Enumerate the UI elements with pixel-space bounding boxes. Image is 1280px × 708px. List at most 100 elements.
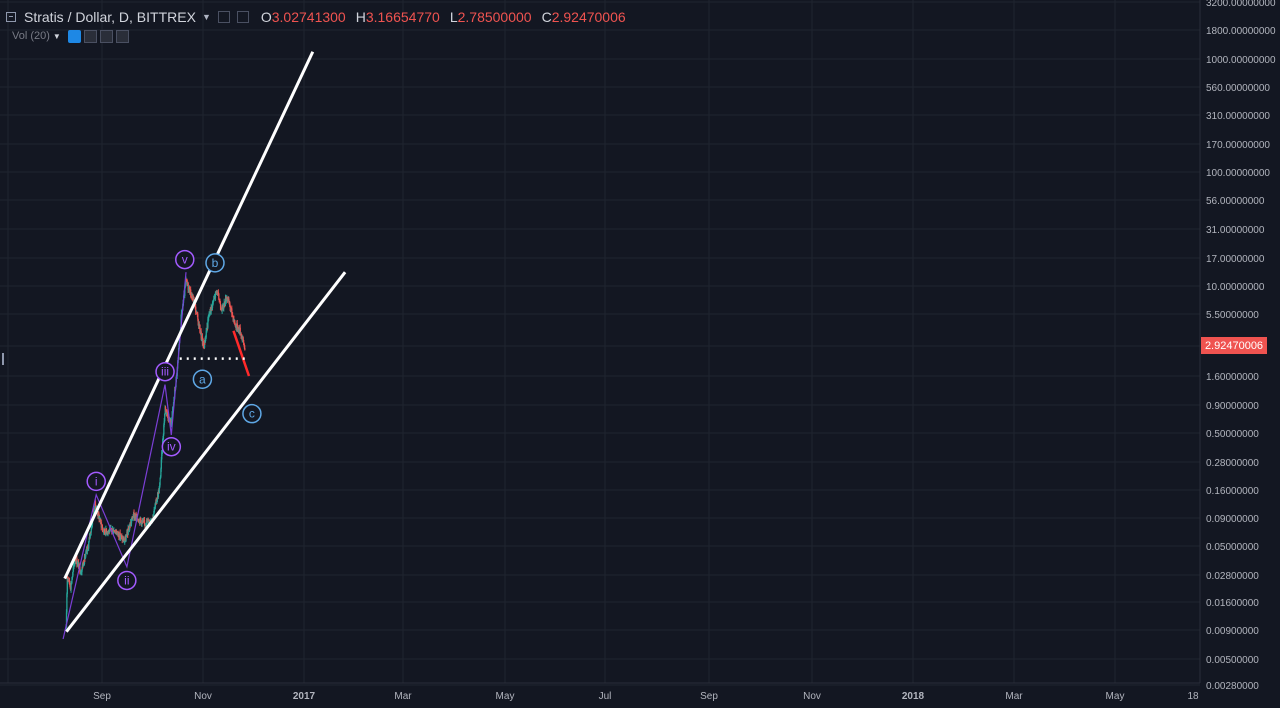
candle-body bbox=[190, 289, 192, 296]
candle-body bbox=[213, 297, 215, 299]
drag-handle-icon[interactable] bbox=[2, 353, 4, 365]
price-axis-tick-label: 0.00500000 bbox=[1206, 655, 1259, 666]
candle-body bbox=[208, 314, 210, 318]
wave-label-c-circle[interactable] bbox=[242, 403, 262, 424]
candle-body bbox=[107, 531, 110, 533]
price-axis-tick-label: 0.00900000 bbox=[1206, 626, 1259, 637]
wave-label-v[interactable]: v bbox=[182, 253, 188, 267]
candle-body bbox=[162, 439, 164, 442]
price-axis-tick-label: 310.00000000 bbox=[1206, 111, 1270, 122]
price-axis-tick-label: 3200.00000000 bbox=[1206, 0, 1276, 9]
candle-body bbox=[188, 287, 191, 293]
candle-body bbox=[195, 306, 197, 313]
time-axis-tick-label: 18 bbox=[1187, 691, 1199, 702]
candle-body bbox=[79, 566, 81, 573]
wave-label-ii[interactable]: ii bbox=[124, 573, 129, 587]
candle-body bbox=[171, 417, 173, 424]
price-axis-tick-label: 0.90000000 bbox=[1206, 401, 1259, 412]
candle-body bbox=[67, 577, 69, 580]
ohlc-low: L2.78500000 bbox=[449, 9, 532, 25]
price-axis-tick-label: 170.00000000 bbox=[1206, 140, 1270, 151]
candle-body bbox=[232, 314, 234, 316]
candle-body bbox=[85, 552, 87, 557]
candle-body bbox=[164, 406, 167, 411]
candle-body bbox=[66, 576, 68, 595]
price-axis-tick-label: 0.05000000 bbox=[1206, 542, 1259, 553]
wave-label-b-circle[interactable] bbox=[205, 253, 225, 273]
wave-label-ii-circle[interactable] bbox=[117, 570, 137, 591]
candle-body bbox=[203, 348, 205, 350]
settings-icon[interactable] bbox=[83, 29, 97, 43]
wave-label-iii-circle[interactable] bbox=[155, 361, 175, 382]
candle-body bbox=[184, 287, 186, 296]
wave-label-iv-circle[interactable] bbox=[161, 436, 182, 457]
wave-label-i-circle[interactable] bbox=[86, 471, 106, 492]
candle-body bbox=[143, 520, 146, 523]
candle-body bbox=[138, 520, 140, 523]
candle-body bbox=[90, 528, 92, 533]
eye-icon[interactable] bbox=[67, 29, 81, 43]
close-icon[interactable] bbox=[115, 29, 129, 43]
settings-icon[interactable] bbox=[236, 11, 249, 23]
candle-body bbox=[118, 533, 120, 538]
candle-body bbox=[71, 576, 73, 580]
time-axis-tick-label: 2018 bbox=[902, 691, 925, 702]
candle-body bbox=[140, 520, 142, 522]
candle-body bbox=[88, 538, 90, 543]
upper-channel-trendline[interactable] bbox=[63, 51, 315, 580]
candle-body bbox=[111, 529, 113, 532]
candle-body bbox=[207, 318, 209, 328]
wave-label-b[interactable]: b bbox=[212, 256, 219, 270]
red-projection-trendline[interactable] bbox=[232, 330, 251, 377]
wave-label-v-circle[interactable] bbox=[175, 249, 195, 270]
volume-label[interactable]: Vol (20) bbox=[12, 30, 50, 42]
chevron-down-icon[interactable]: ▼ bbox=[52, 31, 61, 41]
symbol-title[interactable]: Stratis / Dollar, D, BITTREX bbox=[24, 9, 196, 25]
candle-body bbox=[153, 513, 155, 517]
wave-label-a[interactable]: a bbox=[199, 372, 206, 386]
time-axis-tick-label: Nov bbox=[194, 691, 212, 702]
wave-label-i[interactable]: i bbox=[95, 474, 98, 488]
candle-body bbox=[218, 293, 220, 300]
candle-body bbox=[104, 528, 106, 532]
elliott-wave-path[interactable] bbox=[62, 272, 187, 640]
price-axis-tick-label: 0.01600000 bbox=[1206, 598, 1259, 609]
collapse-icon[interactable] bbox=[6, 12, 16, 22]
candle-body bbox=[212, 301, 215, 303]
candle-body bbox=[243, 339, 245, 344]
add-icon[interactable] bbox=[99, 29, 113, 43]
candle-body bbox=[231, 308, 233, 314]
chevron-down-icon[interactable]: ▼ bbox=[201, 12, 211, 22]
ohlc-high: H3.16654770 bbox=[355, 9, 440, 25]
wave-label-iii[interactable]: iii bbox=[161, 365, 169, 379]
symbol-legend[interactable]: Stratis / Dollar, D, BITTREX ▼ O3.027413… bbox=[6, 7, 626, 27]
wave-label-c[interactable]: c bbox=[249, 407, 255, 421]
candle-body bbox=[70, 583, 72, 590]
price-axis-tick-label: 0.50000000 bbox=[1206, 429, 1259, 440]
wave-label-a-circle[interactable] bbox=[192, 369, 213, 390]
format-icon[interactable] bbox=[217, 11, 230, 23]
price-axis-tick-label: 0.00280000 bbox=[1206, 681, 1259, 692]
wave-label-iv[interactable]: iv bbox=[167, 440, 176, 454]
candle-body bbox=[244, 348, 246, 351]
candle-body bbox=[196, 311, 198, 314]
candle-body bbox=[159, 478, 161, 486]
lower-channel-trendline[interactable] bbox=[65, 271, 347, 633]
price-axis-tick-label: 5.50000000 bbox=[1206, 310, 1259, 321]
candle-body bbox=[241, 335, 243, 340]
time-axis-tick-label: Mar bbox=[394, 691, 412, 702]
time-axis-tick-label: Jul bbox=[599, 691, 612, 702]
time-axis-tick-label: Mar bbox=[1005, 691, 1023, 702]
ohlc-close: C2.92470006 bbox=[541, 9, 626, 25]
candle-body bbox=[123, 538, 125, 542]
time-axis-tick-label: Sep bbox=[93, 691, 111, 702]
price-axis-tick-label: 10.00000000 bbox=[1206, 282, 1265, 293]
candle-body bbox=[119, 532, 121, 538]
time-axis-tick-label: Nov bbox=[803, 691, 821, 702]
volume-legend[interactable]: Vol (20) ▼ bbox=[12, 29, 129, 43]
candle-body bbox=[238, 327, 240, 330]
price-axis-tick-label: 0.16000000 bbox=[1206, 486, 1259, 497]
